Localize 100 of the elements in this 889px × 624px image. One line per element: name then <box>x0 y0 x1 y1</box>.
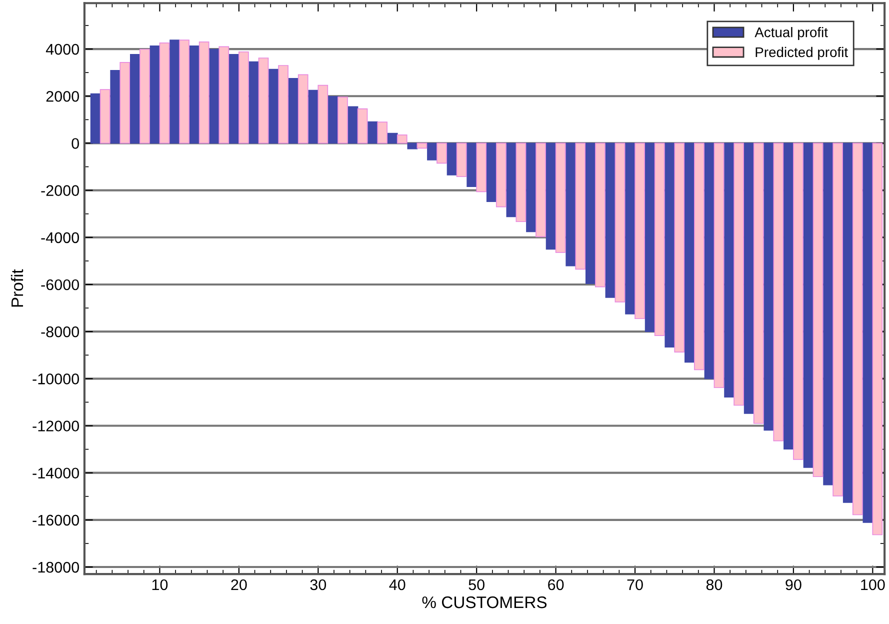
bar <box>506 142 517 218</box>
bar <box>704 142 715 380</box>
bar <box>139 48 150 144</box>
bar <box>852 142 863 516</box>
bar <box>832 142 843 496</box>
bar <box>268 68 279 144</box>
bar <box>368 121 378 144</box>
bar <box>674 142 685 352</box>
bar <box>753 142 764 424</box>
bar <box>209 48 220 144</box>
y-tick-label: 0 <box>72 138 79 149</box>
bar <box>238 51 249 144</box>
bar <box>218 46 230 144</box>
y-tick-label: -10000 <box>32 374 79 384</box>
bar <box>357 108 368 144</box>
bar <box>436 142 447 164</box>
x-axis-title: % CUSTOMERS <box>422 596 547 608</box>
y-tick-label: -6000 <box>41 279 79 290</box>
y-tick-label: -14000 <box>32 468 79 479</box>
y-tick-label: -18000 <box>32 562 79 573</box>
bar <box>744 142 754 414</box>
bar <box>546 142 556 250</box>
x-tick-label: 40 <box>389 579 406 590</box>
y-axis-title: Profit <box>10 269 24 307</box>
bar <box>456 142 467 178</box>
bar <box>842 142 854 503</box>
bar <box>348 106 358 144</box>
bar <box>694 142 704 370</box>
bar <box>575 142 586 270</box>
bar <box>466 142 478 187</box>
bar <box>90 93 101 144</box>
bar <box>614 142 626 302</box>
bar <box>773 142 784 442</box>
legend-label: Actual profit <box>754 27 828 40</box>
legend-label: Predicted profit <box>756 46 848 60</box>
bar <box>803 142 814 468</box>
bar <box>416 142 428 149</box>
x-tick-label: 100 <box>861 579 885 590</box>
x-tick-label: 10 <box>152 579 168 590</box>
bar <box>784 142 794 450</box>
bar <box>496 142 506 208</box>
bar <box>823 142 834 486</box>
bar <box>189 46 200 144</box>
bar <box>229 54 240 144</box>
bar <box>812 142 824 478</box>
y-tick-label: 4000 <box>46 44 79 55</box>
bar <box>318 84 328 144</box>
bar <box>594 142 606 288</box>
bar <box>684 142 695 363</box>
bar <box>644 142 656 332</box>
bar <box>486 142 497 202</box>
x-tick-label: 80 <box>706 579 722 590</box>
bar <box>555 142 566 253</box>
y-tick-label: -2000 <box>41 185 79 196</box>
bar <box>585 142 596 284</box>
bar <box>179 40 190 144</box>
y-tick-label: -16000 <box>32 514 79 526</box>
x-tick-label: 30 <box>310 579 326 590</box>
bar <box>328 96 338 144</box>
bar <box>130 54 140 144</box>
bar <box>258 58 269 144</box>
bar <box>526 142 536 232</box>
bar <box>605 142 616 298</box>
bar <box>625 142 636 314</box>
bar <box>634 142 645 320</box>
y-tick-label: -4000 <box>41 232 79 244</box>
bar <box>654 142 665 336</box>
y-tick-label: -8000 <box>41 326 79 338</box>
bar <box>387 132 398 144</box>
bar <box>170 40 180 144</box>
bar <box>724 142 734 398</box>
bar <box>476 142 487 192</box>
bar <box>862 142 874 523</box>
bar <box>734 142 744 406</box>
bar <box>278 65 288 144</box>
x-tick-label: 70 <box>627 579 643 590</box>
bar <box>150 46 160 144</box>
bar <box>427 142 438 160</box>
bar <box>248 61 260 144</box>
y-tick-label: -12000 <box>32 420 79 432</box>
bar <box>198 42 210 144</box>
bar <box>664 142 676 348</box>
bar <box>288 78 299 144</box>
bar <box>872 142 883 536</box>
x-tick-label: 90 <box>786 579 802 590</box>
bar <box>120 62 130 144</box>
bar <box>377 122 388 144</box>
bar <box>446 142 458 176</box>
x-tick-label: 20 <box>231 579 247 590</box>
bar <box>396 134 408 144</box>
bar <box>100 89 110 144</box>
x-tick-label: 50 <box>468 579 484 590</box>
bar <box>159 42 170 144</box>
x-tick-label: 60 <box>548 579 564 590</box>
bar <box>566 142 576 266</box>
bar <box>714 142 724 388</box>
y-tick-label: 2000 <box>46 90 79 102</box>
bar <box>338 96 348 144</box>
bar <box>793 142 804 460</box>
bar <box>298 74 308 144</box>
